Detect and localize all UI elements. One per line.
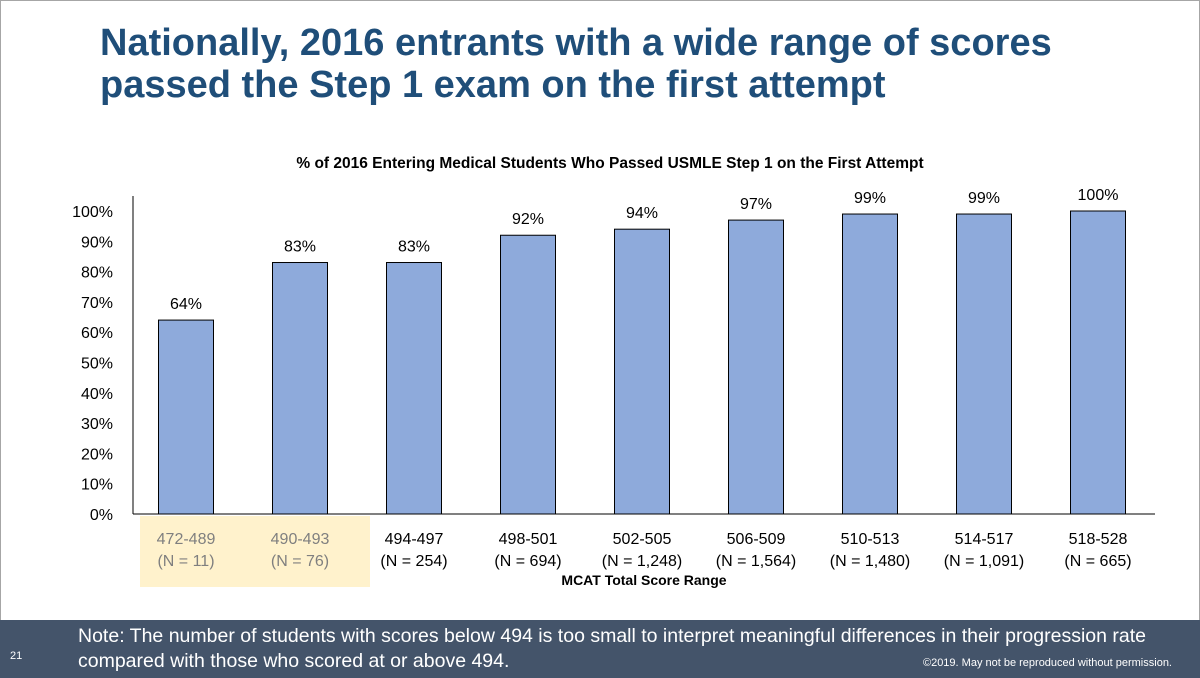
x-tick-n-label: (N = 254) — [380, 553, 447, 570]
y-tick-label: 30% — [81, 416, 113, 433]
x-tick-n-label: (N = 1,248) — [602, 553, 682, 570]
bar — [728, 219, 784, 515]
x-tick-label: 472-489 — [157, 531, 216, 548]
y-tick-label: 70% — [81, 295, 113, 312]
highlight-box — [140, 516, 370, 587]
footer-bar: 21 Note: The number of students with sco… — [0, 620, 1200, 678]
data-label: 83% — [284, 239, 316, 256]
x-tick-n-label: (N = 1,091) — [944, 553, 1024, 570]
data-label: 97% — [740, 196, 772, 213]
page-number: 21 — [10, 650, 23, 662]
x-tick-label: 498-501 — [499, 531, 558, 548]
bar — [842, 213, 898, 515]
bar-chart: 0% 10% 20% 30% 40% 50% 60% 70% 80% 90% 100% 64% 472-… — [72, 187, 1155, 588]
bar — [272, 262, 328, 515]
x-tick-n-label: (N = 11) — [157, 553, 214, 570]
bar — [1070, 210, 1126, 515]
data-label: 99% — [968, 190, 1000, 207]
y-tick-label: 20% — [81, 446, 113, 463]
data-label: 92% — [512, 211, 544, 228]
bar — [956, 213, 1012, 515]
footer-note: Note: The number of students with scores… — [78, 625, 1147, 672]
y-tick-label: 0% — [90, 507, 113, 524]
bar — [158, 319, 214, 515]
y-tick-label: 60% — [81, 325, 113, 342]
x-tick-label: 490-493 — [271, 531, 330, 548]
slide-title: Nationally, 2016 entrants with a wide ra… — [100, 22, 1052, 106]
bar — [614, 228, 670, 515]
bar — [500, 234, 556, 515]
y-tick-label: 10% — [81, 477, 113, 494]
y-tick-label: 80% — [81, 265, 113, 282]
chart-title: % of 2016 Entering Medical Students Who … — [296, 155, 924, 172]
y-tick-label: 100% — [72, 204, 113, 221]
data-label: 99% — [854, 190, 886, 207]
x-tick-label: 514-517 — [955, 531, 1014, 548]
x-tick-n-label: (N = 665) — [1064, 553, 1131, 570]
x-tick-n-label: (N = 1,564) — [716, 553, 796, 570]
x-tick-n-label: (N = 1,480) — [830, 553, 910, 570]
y-tick-label: 40% — [81, 386, 113, 403]
x-tick-n-label: (N = 694) — [494, 553, 561, 570]
x-tick-label: 502-505 — [613, 531, 672, 548]
x-tick-label: 494-497 — [385, 531, 444, 548]
y-tick-label: 50% — [81, 356, 113, 373]
copyright: ©2019. May not be reproduced without per… — [922, 657, 1172, 669]
data-label: 100% — [1078, 187, 1119, 204]
data-label: 94% — [626, 205, 658, 222]
bar — [386, 262, 442, 515]
x-tick-label: 518-528 — [1069, 531, 1128, 548]
x-tick-label: 510-513 — [841, 531, 900, 548]
data-label: 83% — [398, 239, 430, 256]
x-tick-n-label: (N = 76) — [271, 553, 329, 570]
x-axis-title: MCAT Total Score Range — [561, 572, 726, 588]
data-label: 64% — [170, 296, 202, 313]
y-tick-label: 90% — [81, 234, 113, 251]
x-tick-label: 506-509 — [727, 531, 786, 548]
